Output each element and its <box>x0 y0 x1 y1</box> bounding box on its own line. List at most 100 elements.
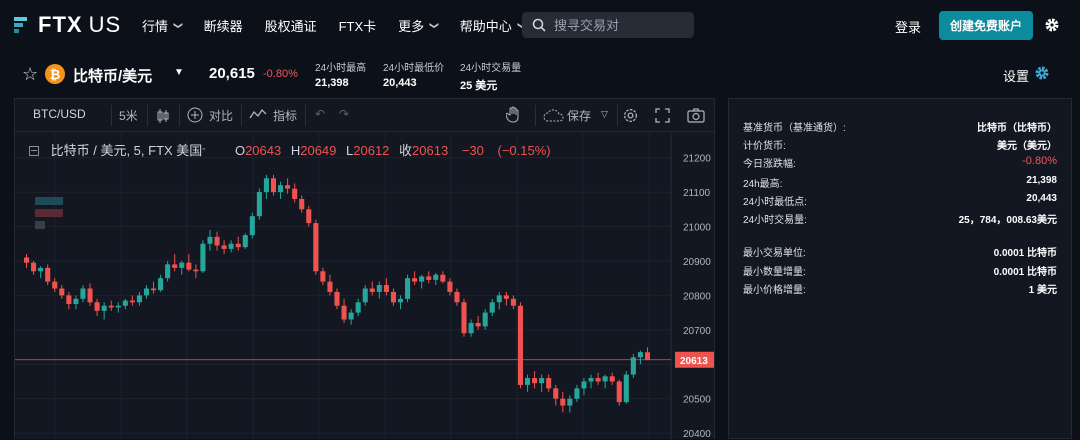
pair-dropdown-icon[interactable]: ▼ <box>174 67 184 78</box>
hand-icon[interactable] <box>506 106 522 124</box>
chart-legend: 比特币 / 美元, 5, FTX 美国ˇ O20643 H20649 L2061… <box>29 140 551 159</box>
candle-body <box>524 378 531 385</box>
search-input[interactable] <box>554 17 684 33</box>
ftx-logo[interactable]: FTX US <box>14 12 121 38</box>
menu-item[interactable]: 更多 ❯ <box>398 16 440 35</box>
chart-panel: BTC/USD 5米 对比 指标 ↶ ↷ 保存 ▽ <box>14 98 715 440</box>
candle-body <box>292 188 298 199</box>
favorite-star-icon[interactable]: ☆ <box>22 64 39 84</box>
candle-body <box>263 178 269 193</box>
candle-body <box>221 245 227 249</box>
candle-body <box>320 271 326 282</box>
candle-body <box>539 378 545 384</box>
login-link[interactable]: 登录 <box>895 20 922 35</box>
candle-body <box>31 262 37 272</box>
settings-gear-icon[interactable] <box>1034 65 1050 81</box>
candle-body <box>52 281 58 289</box>
save-dropdown-icon[interactable]: ▽ <box>601 109 608 119</box>
search-box[interactable] <box>522 12 694 38</box>
market-info-panel: 基准货币（基准通货）: 比特币（比特币） 计价货币: 美元（美元） 今日涨跌幅: -0.8… <box>728 98 1072 439</box>
menu-item-label: FTX卡 <box>338 19 377 34</box>
candle-body <box>306 209 312 224</box>
info-row: 最小交易单位: 0.0001 比特币 <box>743 244 1057 259</box>
candle-body <box>193 269 199 272</box>
chart-settings-icon[interactable] <box>622 107 639 124</box>
candle-body <box>468 322 474 334</box>
chevron-down-icon: ❯ <box>173 21 184 30</box>
info-row: 24h最高: 21,398 <box>743 175 1057 190</box>
candle-body <box>165 264 171 279</box>
candle-body <box>80 288 86 299</box>
candlestick-chart[interactable]: 21200 21100 21000 20900 20800 20700 20500 20400… <box>15 133 714 440</box>
candle-body <box>630 357 636 375</box>
candle-body <box>94 302 100 311</box>
collapse-icon[interactable] <box>29 146 39 156</box>
info-label: 基准货币（基准通货）: <box>743 123 846 134</box>
candle-body <box>38 267 44 272</box>
menu-item[interactable]: FTX卡 <box>339 16 377 35</box>
gear-icon[interactable] <box>1044 17 1060 33</box>
candle-body <box>581 381 587 389</box>
indicators-icon[interactable] <box>249 108 267 122</box>
candle-body <box>376 285 382 292</box>
legend-title[interactable]: 比特币 / 美元, 5, FTX 美国 <box>50 143 203 158</box>
indicators-button[interactable]: 指标 <box>273 109 298 123</box>
info-row: 基准货币（基准通货）: 比特币（比特币） <box>743 119 1057 134</box>
menu-item[interactable]: 断续器 <box>204 16 243 35</box>
legend-dropdown-icon[interactable]: ˇ <box>202 147 206 157</box>
compare-button[interactable]: 对比 <box>209 109 234 123</box>
save-button[interactable]: 保存 <box>567 109 592 123</box>
candle-body <box>602 376 608 382</box>
legend-open-value: 20643 <box>245 143 282 158</box>
candle-body <box>383 285 389 292</box>
candle-body <box>574 388 580 399</box>
menu-item-label: 断续器 <box>203 19 243 34</box>
pair-name[interactable]: 比特币/美元 <box>73 68 153 85</box>
chevron-down-icon: ❯ <box>429 21 440 30</box>
candle-body <box>341 305 347 320</box>
candle-style-icon[interactable] <box>156 108 170 124</box>
menu-item[interactable]: 股权通证 <box>265 16 317 35</box>
price-tick-label: 21100 <box>683 188 711 199</box>
search-icon <box>532 18 546 32</box>
menu-item[interactable]: 帮助中心❯ <box>460 16 527 35</box>
candle-body <box>278 185 284 193</box>
cloud-icon <box>543 109 564 122</box>
candle-body <box>433 274 439 280</box>
candle-body <box>256 192 262 217</box>
compare-plus-icon[interactable] <box>187 107 203 123</box>
info-value: 比特币（比特币） <box>977 123 1057 134</box>
logo-text: FTX <box>38 12 83 37</box>
info-label: 24小时最低点: <box>743 197 807 208</box>
menu-item[interactable]: 行情 ❯ <box>142 16 184 35</box>
undo-icon[interactable]: ↶ <box>315 107 326 121</box>
candle-body <box>355 302 361 313</box>
redo-icon[interactable]: ↷ <box>339 107 350 121</box>
candle-body <box>390 291 396 303</box>
stat-value: 21,398 <box>315 77 349 89</box>
candle-body <box>59 288 65 296</box>
info-label: 最小价格增量: <box>743 285 806 296</box>
last-price-label: 20613 <box>680 356 708 367</box>
info-value: 0.0001 比特币 <box>993 248 1057 259</box>
candle-body <box>348 312 354 320</box>
candle-body <box>108 305 114 308</box>
stat-label: 24小时交易量 <box>460 63 522 74</box>
symbol-button[interactable]: BTC/USD <box>33 107 86 121</box>
settings-link[interactable]: 设置 <box>1003 69 1030 84</box>
candle-body <box>623 374 629 403</box>
fullscreen-icon[interactable] <box>655 108 670 123</box>
volume-bar <box>35 197 63 205</box>
candle-body <box>129 300 135 303</box>
info-row: 24小时最低点: 20,443 <box>743 193 1057 208</box>
candle-body <box>637 352 643 358</box>
info-label: 计价货币: <box>743 141 786 152</box>
candle-body <box>228 243 234 249</box>
camera-icon[interactable] <box>687 108 705 123</box>
stat-value: 25 美元 <box>460 80 498 92</box>
candle-body <box>158 278 164 291</box>
signup-button[interactable]: 创建免费账户 <box>939 11 1033 40</box>
legend-change-pct: (−0.15%) <box>497 143 551 158</box>
interval-button[interactable]: 5米 <box>119 109 138 123</box>
price-tick-label: 20500 <box>683 395 711 406</box>
